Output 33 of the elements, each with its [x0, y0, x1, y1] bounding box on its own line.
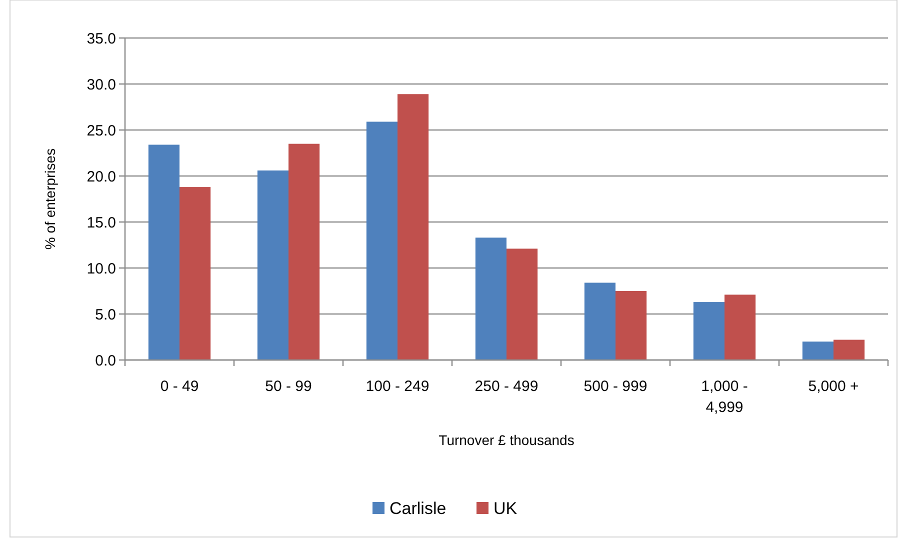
y-tick-label: 10.0 [86, 260, 116, 278]
y-tick-label: 15.0 [86, 214, 116, 232]
x-tick-label: 5,000 + [808, 378, 859, 395]
x-tick-label: 250 - 499 [474, 378, 538, 395]
legend-label: UK [494, 498, 518, 518]
x-tick-label: 50 - 99 [265, 378, 312, 395]
legend-label: Carlisle [390, 498, 446, 518]
y-tick-label: 0.0 [95, 352, 116, 370]
bar [475, 238, 506, 360]
x-tick-label: 100 - 249 [366, 378, 430, 395]
x-tick-label: 0 - 49 [160, 378, 199, 395]
y-tick-label: 25.0 [86, 122, 116, 140]
bar [180, 187, 211, 360]
bar [802, 342, 834, 360]
x-tick-label: 1,000 - 4,999 [701, 378, 748, 416]
y-tick-label: 35.0 [86, 30, 116, 48]
x-tick-label: 500 - 999 [584, 378, 648, 395]
bar [257, 170, 288, 360]
bar [288, 144, 320, 360]
y-tick-label: 5.0 [95, 306, 116, 324]
bar [724, 294, 756, 360]
bar [584, 282, 616, 360]
bar [398, 94, 429, 360]
bar [148, 144, 180, 360]
y-axis-title: % of enterprises [42, 148, 58, 250]
bar [693, 302, 724, 360]
bar [834, 340, 865, 360]
y-tick-label: 20.0 [86, 168, 116, 186]
bar [366, 122, 398, 360]
x-axis-title: Turnover £ thousands [438, 432, 574, 448]
bar [616, 291, 647, 360]
bar [506, 248, 538, 360]
y-tick-label: 30.0 [86, 76, 116, 94]
